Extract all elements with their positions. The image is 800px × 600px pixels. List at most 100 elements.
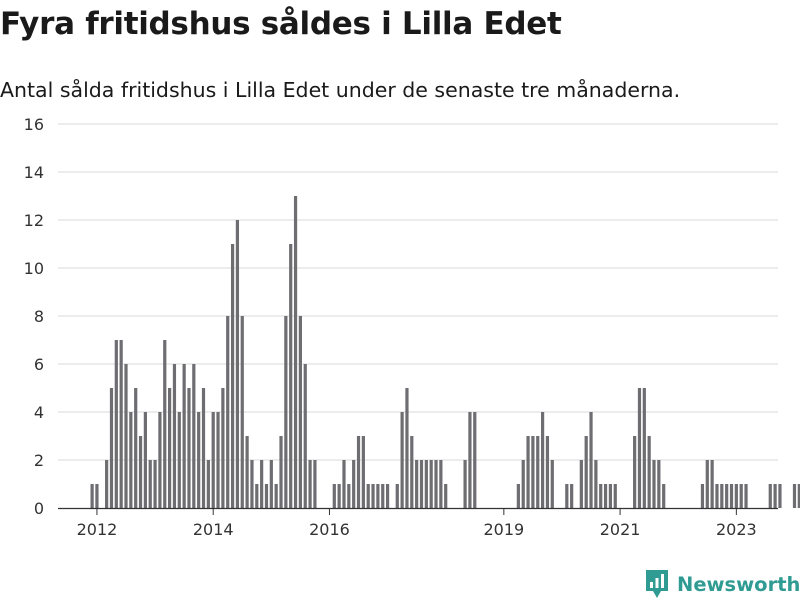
bar bbox=[400, 412, 404, 508]
x-axis: 2012201420162019202120232025 bbox=[58, 507, 778, 539]
bar bbox=[197, 412, 201, 508]
bar bbox=[768, 484, 772, 508]
y-tick-label: 2 bbox=[34, 451, 44, 470]
bar bbox=[361, 436, 365, 508]
bar bbox=[792, 484, 797, 508]
bar bbox=[153, 460, 157, 508]
bar bbox=[720, 484, 724, 508]
bar bbox=[381, 484, 385, 508]
bar bbox=[293, 196, 298, 508]
bar bbox=[526, 436, 530, 508]
bar bbox=[473, 412, 477, 508]
bar bbox=[342, 460, 346, 508]
bar bbox=[652, 460, 656, 508]
x-tick-label: 2016 bbox=[309, 520, 350, 539]
y-axis-ticks: 0 2 4 6 8 10 12 14 16 bbox=[24, 115, 44, 518]
y-tick-label: 8 bbox=[34, 307, 44, 326]
bar bbox=[584, 436, 588, 508]
x-tick-label: 2019 bbox=[483, 520, 524, 539]
bar bbox=[419, 460, 424, 508]
bar bbox=[187, 388, 191, 508]
bar bbox=[710, 460, 714, 508]
bar bbox=[356, 436, 361, 508]
bar bbox=[468, 412, 472, 508]
y-tick-label: 6 bbox=[34, 355, 44, 374]
bar bbox=[536, 436, 540, 508]
brand-logo: Newsworthy bbox=[645, 569, 800, 599]
bar bbox=[797, 484, 800, 508]
bar bbox=[226, 316, 230, 508]
bar bbox=[463, 460, 467, 508]
bar bbox=[376, 484, 380, 508]
bar bbox=[608, 484, 613, 508]
bar bbox=[603, 484, 608, 508]
bar bbox=[550, 460, 554, 508]
bar bbox=[385, 484, 390, 508]
bar bbox=[109, 388, 114, 508]
bar bbox=[260, 460, 264, 508]
bar bbox=[95, 484, 99, 508]
x-tick-label: 2021 bbox=[600, 520, 641, 539]
x-tick-label: 2012 bbox=[77, 520, 118, 539]
bar bbox=[216, 412, 220, 508]
bar bbox=[415, 460, 419, 508]
x-tick-label: 2014 bbox=[193, 520, 234, 539]
bar bbox=[744, 484, 748, 508]
bar bbox=[434, 460, 438, 508]
bars bbox=[90, 196, 800, 508]
bar bbox=[705, 460, 709, 508]
bar bbox=[352, 460, 356, 508]
bar bbox=[715, 484, 719, 508]
y-tick-label: 10 bbox=[24, 259, 44, 278]
bar bbox=[579, 460, 583, 508]
bar bbox=[124, 364, 128, 508]
y-tick-label: 4 bbox=[34, 403, 44, 422]
bar bbox=[303, 364, 307, 508]
bar bbox=[221, 388, 225, 508]
newsworthy-logo-icon bbox=[646, 570, 668, 598]
bar bbox=[105, 460, 109, 508]
grid-lines bbox=[58, 123, 778, 461]
bar bbox=[332, 484, 336, 508]
bar bbox=[313, 460, 317, 508]
bar bbox=[274, 484, 278, 508]
x-tick-label: 2023 bbox=[716, 520, 757, 539]
bar bbox=[371, 484, 375, 508]
y-tick-label: 12 bbox=[24, 211, 44, 230]
bar bbox=[119, 340, 123, 508]
bar bbox=[647, 436, 651, 508]
bar bbox=[405, 388, 409, 508]
bar bbox=[289, 244, 293, 508]
bar bbox=[734, 484, 738, 508]
bar bbox=[240, 316, 244, 508]
page-title: Fyra fritidshus såldes i Lilla Edet bbox=[0, 6, 562, 42]
bar bbox=[395, 484, 399, 508]
bar bbox=[264, 484, 269, 508]
bar bbox=[700, 484, 705, 508]
bar bbox=[192, 364, 196, 508]
bar bbox=[633, 436, 637, 508]
bar bbox=[439, 460, 443, 508]
bar bbox=[211, 412, 215, 508]
bar bbox=[565, 484, 569, 508]
bar bbox=[642, 388, 646, 508]
bar bbox=[778, 484, 782, 508]
bar bbox=[308, 460, 312, 508]
bar bbox=[521, 460, 525, 508]
bar bbox=[177, 412, 181, 508]
bar bbox=[163, 340, 167, 508]
bar bbox=[637, 388, 642, 508]
bar bbox=[168, 388, 172, 508]
bar bbox=[599, 484, 603, 508]
y-tick-label: 14 bbox=[24, 163, 44, 182]
bar bbox=[134, 388, 138, 508]
bar bbox=[613, 484, 617, 508]
bar bbox=[337, 484, 341, 508]
bar bbox=[424, 460, 428, 508]
bar bbox=[444, 484, 448, 508]
bar bbox=[729, 484, 734, 508]
bar bbox=[773, 484, 777, 508]
bar bbox=[279, 436, 283, 508]
y-tick-label: 0 bbox=[34, 499, 44, 518]
